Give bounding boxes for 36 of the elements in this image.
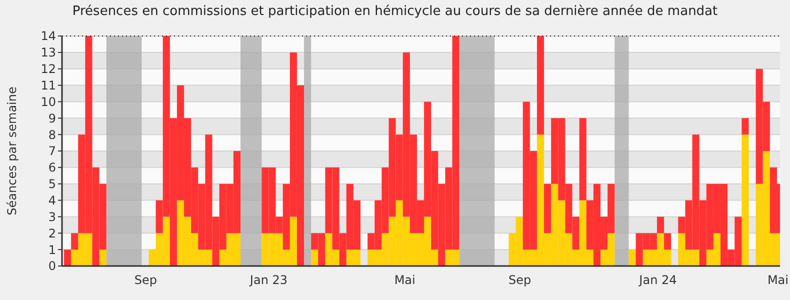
- x-tick-label: Jan 24: [638, 273, 677, 287]
- y-tick-label: 12: [40, 62, 56, 76]
- x-tick-label: Sep: [134, 273, 158, 287]
- y-tick-label: 2: [48, 226, 56, 240]
- bar: [579, 118, 586, 200]
- bar: [656, 216, 664, 234]
- bar: [99, 250, 106, 266]
- bar: [544, 184, 552, 234]
- x-tick-label: Mai: [394, 273, 416, 287]
- y-tick-label: 0: [48, 259, 56, 274]
- y-tick-label: 6: [48, 160, 56, 175]
- chart-title: Présences en commissions et participation en hémicycle au cours de sa dernière année de mandat: [72, 4, 718, 19]
- y-tick-label: 14: [40, 29, 56, 44]
- y-tick-label: 1: [48, 242, 56, 257]
- x-tick-label: Jan 23: [248, 273, 288, 287]
- bar: [71, 233, 78, 250]
- bar: [770, 167, 777, 234]
- bar: [311, 250, 318, 266]
- bar: [742, 134, 749, 266]
- bar: [64, 250, 72, 266]
- y-axis-title: Séances par semaine: [5, 86, 19, 216]
- bar: [536, 36, 544, 135]
- y-tick-label: 8: [48, 128, 56, 142]
- x-tick-label: Sep: [508, 273, 532, 287]
- bar: [742, 118, 749, 135]
- y-tick-label: 3: [48, 210, 56, 224]
- y-tick-label: 9: [48, 111, 56, 126]
- y-tick-label: 4: [48, 193, 56, 208]
- y-tick-label: 10: [40, 94, 56, 109]
- y-tick-label: 11: [40, 78, 56, 92]
- y-tick-label: 13: [40, 46, 56, 60]
- y-tick-label: 5: [48, 177, 56, 192]
- y-tick-label: 7: [48, 144, 56, 158]
- x-tick-label: Mai: [767, 273, 789, 287]
- bar: [628, 250, 636, 266]
- bar: [664, 233, 672, 250]
